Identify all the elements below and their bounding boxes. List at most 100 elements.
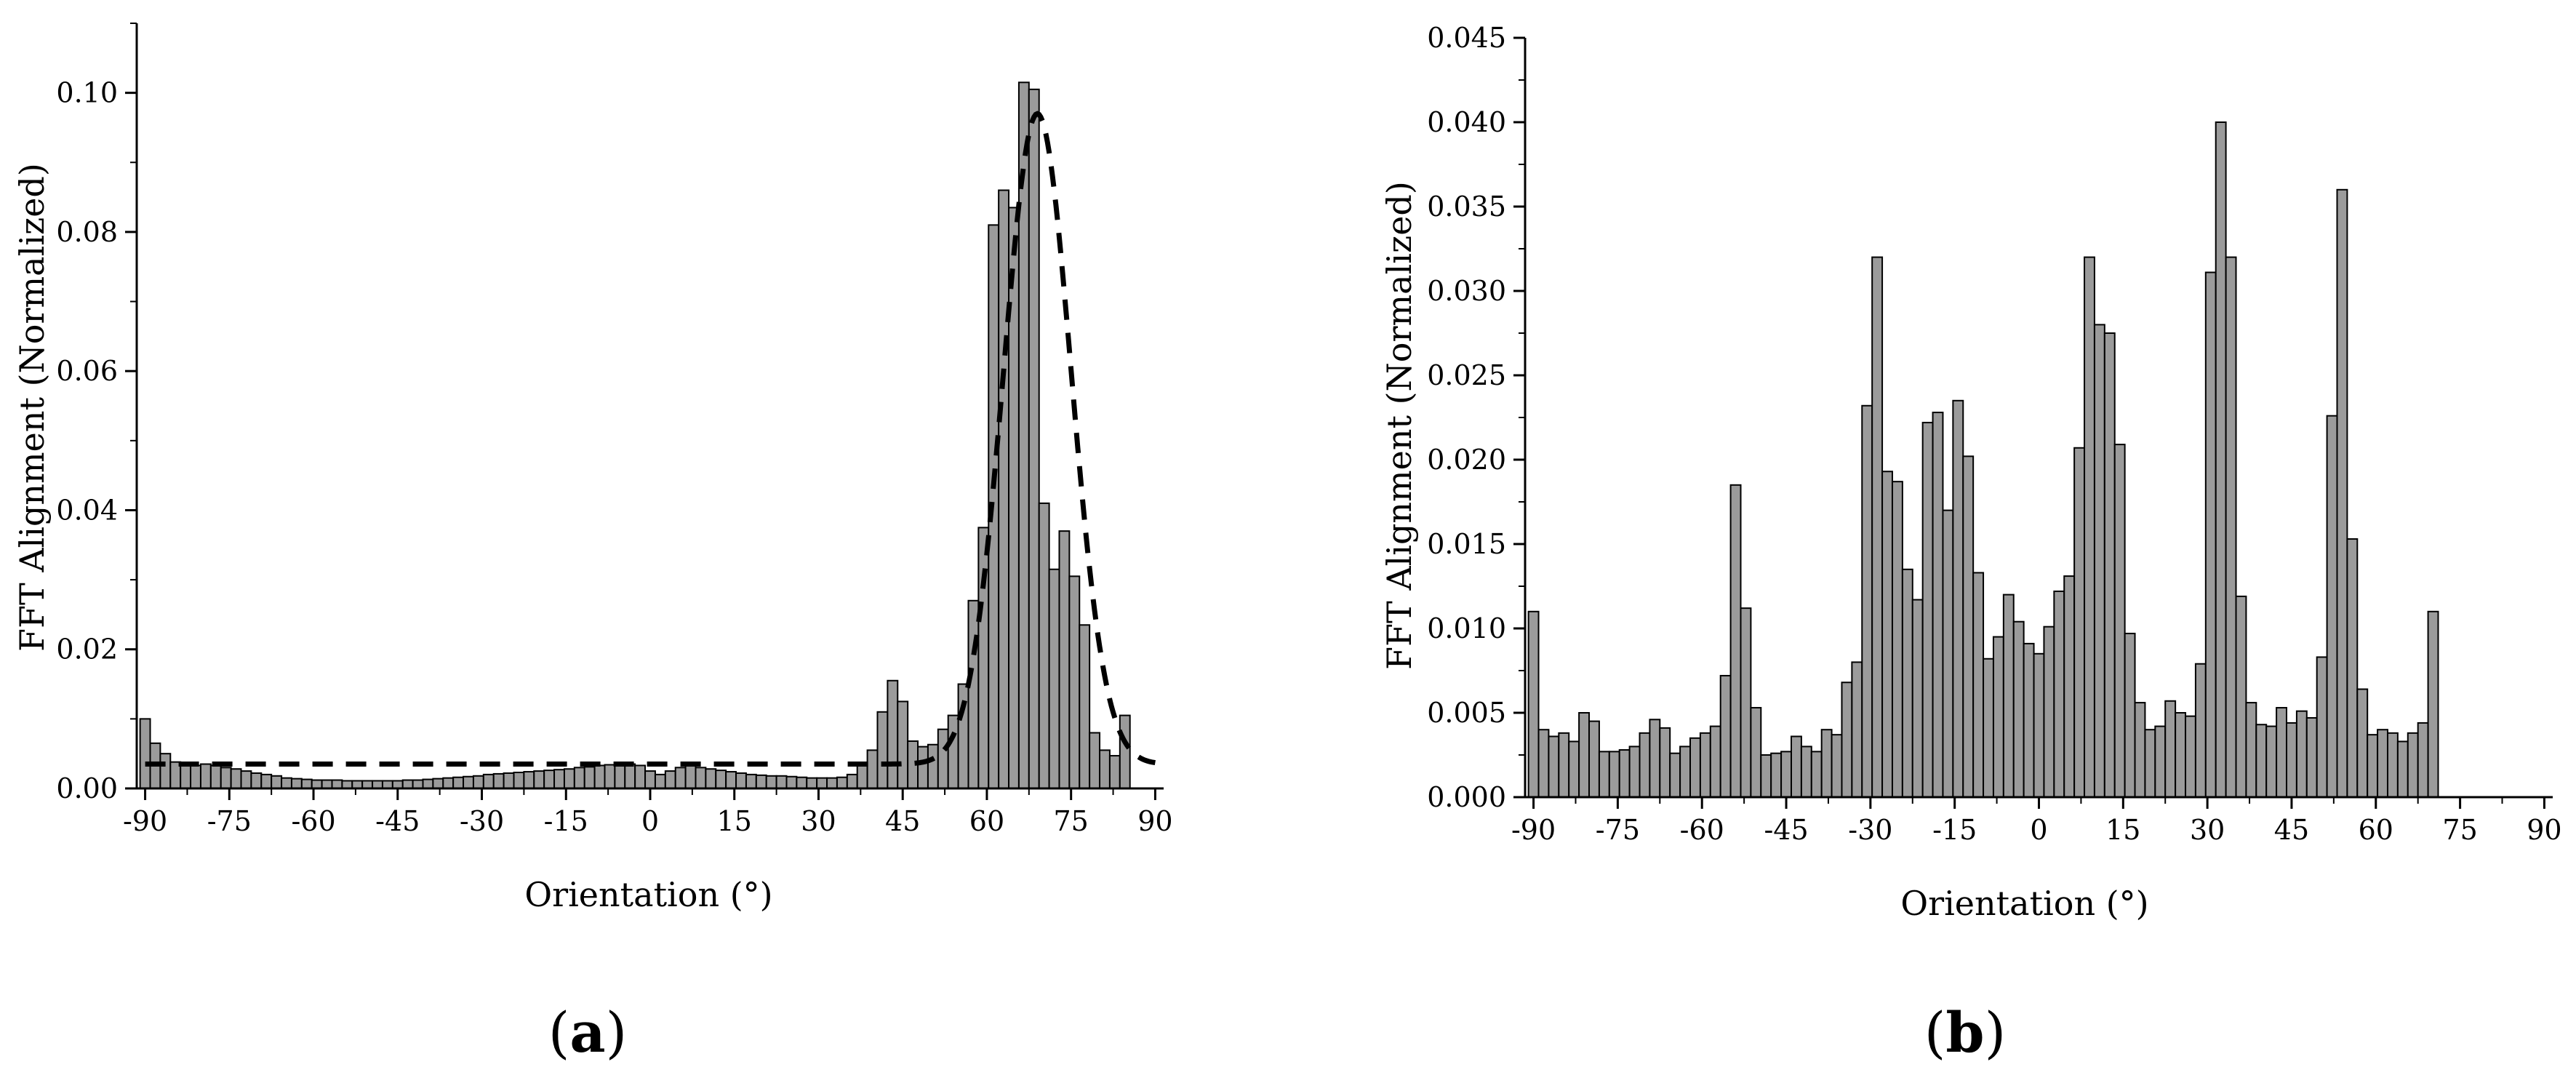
bar-b-49 [2023,642,2035,798]
bar-b-51 [2043,626,2055,798]
axes-b: -90 -75 -60 -45 -30 -15 0 15 30 45 60 75 90 0.000 0.00… [1427,22,2561,846]
x-tick-label-a-10: 60 [969,805,1004,837]
bar-a-55 [695,767,707,789]
bar-a-10 [240,770,252,790]
bar-a-26 [401,779,414,790]
bar-b-58 [2113,444,2126,798]
y-tick-label-a-3: 0.06 [56,355,118,387]
bar-a-63 [775,775,788,789]
x-tick-label-b-12: 90 [2527,814,2561,846]
bar-a-43 [573,767,585,789]
bar-a-33 [472,775,484,789]
bar-b-7 [1598,751,1610,798]
bar-b-11 [1639,732,1651,799]
bar-a-72 [866,749,879,790]
bar-a-2 [159,753,172,789]
panel-label-b: (b) [1924,1000,2006,1065]
panel-label-a-letter: a [569,1000,605,1065]
bar-a-32 [463,775,474,790]
bar-a-9 [230,768,242,789]
bar-a-45 [593,764,606,789]
x-tick-label-a-4: -30 [460,805,504,837]
bar-a-89 [1038,502,1050,790]
x-tick-label-b-11: 75 [2442,814,2477,846]
bar-a-93 [1079,624,1091,789]
bar-a-5 [190,764,201,789]
bar-b-40 [1932,412,1944,798]
bar-b-27 [1800,746,1812,799]
bar-b-66 [2194,663,2207,798]
bar-a-97 [1119,714,1131,790]
y-tick-label-a-5: 0.10 [56,77,118,109]
bar-a-18 [321,779,333,790]
bar-a-59 [735,772,747,789]
bar-b-22 [1750,707,1762,798]
x-tick-label-a-2: -60 [291,805,335,837]
bar-a-67 [816,777,828,789]
x-tick-label-b-6: 0 [2030,814,2047,846]
x-tick-label-b-9: 45 [2274,814,2309,846]
bar-a-86 [1008,207,1020,790]
bar-b-2 [1548,735,1560,798]
bar-b-50 [2033,652,2045,798]
bar-b-84 [2377,729,2388,799]
y-tick-label-b-1: 0.005 [1427,697,1506,729]
bar-b-15 [1679,746,1692,799]
bar-b-12 [1649,719,1661,799]
bar-a-96 [1108,755,1121,789]
x-tick-label-a-0: -90 [123,805,167,837]
bar-b-56 [2093,324,2105,798]
bar-a-51 [654,773,666,789]
bar-b-73 [2265,725,2278,798]
bar-a-40 [543,770,556,789]
bar-b-53 [2063,575,2076,799]
x-tick-label-b-8: 30 [2190,814,2225,846]
bar-a-68 [826,777,838,789]
bar-a-60 [745,773,757,789]
axes-a: -90 -75 -60 -45 -30 -15 0 15 30 45 60 75 90 0.00 0.02 0… [56,23,1173,837]
bar-a-17 [311,779,323,790]
bar-a-94 [1089,732,1101,789]
bar-a-41 [553,769,565,790]
bar-a-75 [897,700,909,789]
bar-a-65 [796,776,808,790]
bar-a-71 [856,763,868,789]
bar-a-62 [765,775,777,789]
bar-a-85 [998,189,1010,789]
bar-a-54 [684,764,697,789]
bar-a-48 [624,763,636,789]
bar-a-8 [220,767,232,789]
bar-a-13 [271,775,283,789]
bar-a-34 [482,773,495,789]
bar-b-6 [1588,720,1600,798]
x-tick-label-b-10: 60 [2359,814,2393,846]
bar-a-53 [674,767,687,789]
bar-b-64 [2175,712,2187,798]
bar-a-23 [372,780,383,789]
x-tick-label-b-1: -75 [1596,814,1640,846]
bars-a [139,81,1131,790]
bar-a-61 [755,774,767,790]
x-tick-label-b-2: -60 [1680,814,1724,846]
y-axis-title-a: FFT Alignment (Normalized) [12,163,52,652]
bar-a-27 [412,779,424,790]
bar-b-16 [1689,737,1701,798]
bar-a-69 [836,776,848,790]
bar-b-18 [1709,725,1721,798]
bar-b-45 [1983,658,1994,799]
bar-b-33 [1861,404,1873,798]
bar-b-67 [2204,271,2217,799]
bar-a-83 [977,527,990,789]
bar-a-78 [927,743,939,789]
y-tick-label-b-4: 0.020 [1427,444,1506,476]
bar-b-69 [2225,256,2237,799]
bar-b-20 [1729,484,1742,798]
panel-label-a-close: ) [606,1000,628,1065]
bar-a-11 [250,772,263,789]
chart-panel-b: -90 -75 -60 -45 -30 -15 0 15 30 45 60 75 90 0.000 0.00… [1380,22,2562,1065]
bar-b-75 [2286,722,2297,798]
bar-b-79 [2326,415,2338,798]
bar-a-42 [563,768,575,789]
bar-b-80 [2336,188,2348,798]
bar-b-13 [1659,727,1671,799]
